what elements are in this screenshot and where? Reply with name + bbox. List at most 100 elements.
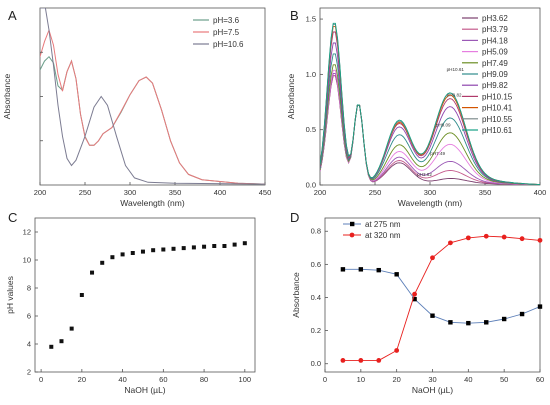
series-line-pH10.61 [320, 22, 540, 185]
x-tick-label: 300 [124, 188, 137, 197]
y-tick-label: 10 [23, 256, 31, 265]
x-tick-label: 20 [78, 375, 86, 384]
x-tick-label: 40 [118, 375, 126, 384]
x-tick-label: 250 [79, 188, 92, 197]
data-point [501, 316, 507, 322]
series-lines [40, 8, 265, 185]
x-tick-label: 250 [369, 188, 382, 197]
data-point [376, 267, 381, 273]
legend-entry: pH=7.5 [213, 28, 240, 37]
y-axis-label: pH values [5, 276, 15, 314]
annotation-label: pH9.82 [447, 93, 462, 98]
data-point [202, 244, 207, 249]
data-point [394, 272, 399, 277]
x-tick-label: 350 [479, 188, 492, 197]
data-point [501, 234, 507, 240]
legend-entry: pH4.18 [482, 36, 508, 45]
x-axis-label: Wavelength (nm) [398, 198, 463, 208]
data-point [79, 293, 84, 297]
legend-entry: pH9.09 [482, 70, 508, 79]
x-tick-label: 20 [392, 375, 400, 384]
data-point [90, 270, 95, 275]
data-point [100, 260, 105, 265]
x-tick-label: 0 [323, 375, 327, 384]
x-tick-label: 60 [536, 375, 544, 384]
legend-entry: pH10.55 [482, 115, 513, 124]
data-point [412, 296, 417, 302]
panel-b: 200 250 300 350 400 0.0 0.5 1.0 1.5 Wavelength (n… [286, 7, 547, 208]
data-point [358, 358, 364, 363]
data-point [120, 252, 125, 257]
data-point [484, 320, 489, 325]
data-point [483, 233, 489, 239]
data-point [151, 248, 156, 253]
series-line-pH=7.5 [40, 28, 265, 185]
panel-label-b: B [290, 8, 299, 23]
y-tick-label: 0.2 [311, 326, 321, 335]
x-tick-label: 200 [314, 188, 327, 197]
data-point [376, 358, 382, 363]
x-axis-label: Wavelength (nm) [120, 198, 185, 208]
data-point [537, 304, 543, 309]
panel-d: 0 10 20 30 40 50 60 0.0 0.2 0.4 0.6 0.8 NaOH (µL) Abs… [290, 210, 544, 395]
data-point [140, 249, 145, 254]
y-tick-label: 8 [27, 284, 31, 293]
data-point [161, 247, 166, 252]
y-tick-label: 0.5 [306, 125, 316, 134]
data-point [222, 244, 227, 248]
legend-entry: pH10.61 [482, 126, 513, 135]
annotation-label: pH7.49 [430, 151, 445, 156]
data-point [130, 251, 135, 255]
y-tick-label: 1.5 [306, 15, 316, 24]
y-axis-label: Absorbance [2, 74, 12, 120]
data-point [430, 255, 435, 261]
data-point [49, 344, 54, 349]
legend-marker [349, 232, 355, 238]
legend-entry: pH3.79 [482, 25, 508, 34]
x-tick-label: 400 [214, 188, 227, 197]
x-tick-label: 0 [39, 375, 43, 384]
x-tick-label: 450 [259, 188, 272, 197]
panel-c: 0 20 40 60 80 100 2 4 6 8 10 12 NaOH (µL) pH values C [5, 210, 256, 395]
legend-entry: at 275 nm [365, 220, 401, 229]
data-point [358, 267, 364, 272]
plot-frame [324, 217, 541, 373]
annotation-label: pH10.61 [447, 67, 465, 72]
data-point [59, 339, 64, 344]
data-point [181, 246, 186, 251]
data-point [340, 267, 346, 272]
series-line-at 275 nm [342, 268, 541, 324]
x-tick-label: 30 [428, 375, 436, 384]
y-tick-label: 0.4 [311, 293, 321, 302]
x-tick-label: 200 [34, 188, 47, 197]
data-point [519, 311, 525, 317]
series-line-pH=10.6 [40, 8, 265, 185]
x-tick-label: 400 [534, 188, 547, 197]
legend-marker [350, 221, 355, 227]
x-tick-label: 60 [159, 375, 167, 384]
data-point [242, 241, 247, 246]
y-tick-label: 4 [27, 340, 31, 349]
data-point [519, 236, 525, 242]
x-tick-label: 100 [239, 375, 252, 384]
panel-label-a: A [8, 8, 17, 23]
annotation-label: pH9.09 [436, 122, 451, 127]
data-point [394, 348, 400, 353]
data-point [448, 240, 453, 246]
data-point [191, 245, 196, 250]
data-point [465, 235, 471, 241]
x-tick-label: 50 [500, 375, 508, 384]
panel-label-d: D [290, 210, 299, 225]
x-axis-label: NaOH (µL) [124, 385, 165, 395]
x-tick-label: 300 [424, 188, 437, 197]
data-point [537, 237, 543, 243]
series-line-at 320 nm [342, 235, 541, 361]
series-lines [320, 22, 540, 185]
x-tick-label: 40 [464, 375, 472, 384]
data-point [412, 291, 417, 297]
x-axis-label: NaOH (µL) [412, 385, 453, 395]
y-tick-label: 0.8 [311, 227, 321, 236]
panel-label-c: C [8, 210, 17, 225]
data-point [69, 326, 74, 331]
